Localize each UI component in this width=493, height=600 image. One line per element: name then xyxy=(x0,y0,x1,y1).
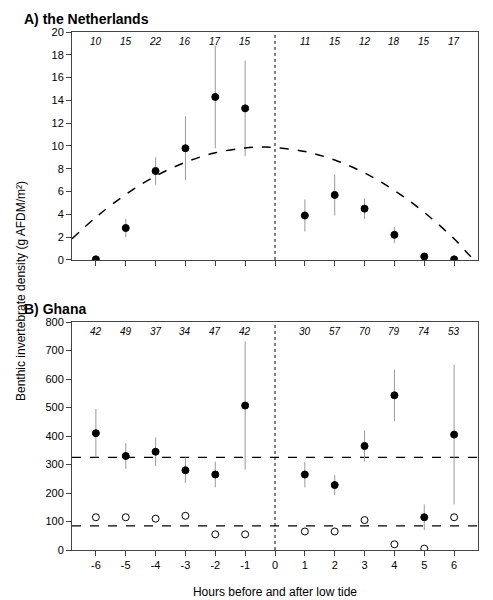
svg-text:22: 22 xyxy=(149,36,162,47)
svg-text:15: 15 xyxy=(418,36,430,47)
svg-text:42: 42 xyxy=(239,326,251,337)
svg-text:37: 37 xyxy=(150,326,162,337)
svg-text:20: 20 xyxy=(52,26,64,38)
svg-text:10: 10 xyxy=(90,36,102,47)
svg-text:11: 11 xyxy=(300,36,310,47)
svg-text:10: 10 xyxy=(52,140,64,152)
svg-text:A) the Netherlands: A) the Netherlands xyxy=(24,11,149,27)
svg-text:-5: -5 xyxy=(121,559,131,571)
svg-text:3: 3 xyxy=(361,559,367,571)
svg-text:8: 8 xyxy=(58,163,64,175)
svg-text:30: 30 xyxy=(299,326,311,337)
svg-text:74: 74 xyxy=(418,326,430,337)
svg-text:400: 400 xyxy=(45,430,63,442)
svg-text:42: 42 xyxy=(90,326,102,337)
svg-text:0: 0 xyxy=(272,559,278,571)
svg-text:1: 1 xyxy=(302,559,308,571)
svg-text:53: 53 xyxy=(448,326,460,337)
svg-text:70: 70 xyxy=(359,326,371,337)
svg-text:18: 18 xyxy=(52,49,64,61)
svg-text:6: 6 xyxy=(58,185,64,197)
svg-text:800: 800 xyxy=(45,316,63,328)
svg-text:15: 15 xyxy=(239,36,251,47)
svg-text:12: 12 xyxy=(359,36,371,47)
svg-text:-6: -6 xyxy=(91,559,101,571)
svg-text:0: 0 xyxy=(58,544,64,556)
svg-text:57: 57 xyxy=(329,326,341,337)
svg-text:6: 6 xyxy=(451,559,457,571)
svg-text:79: 79 xyxy=(388,326,400,337)
svg-text:15: 15 xyxy=(120,36,132,47)
svg-text:34: 34 xyxy=(179,326,191,337)
svg-text:15: 15 xyxy=(329,36,341,47)
svg-text:5: 5 xyxy=(421,559,427,571)
svg-text:18: 18 xyxy=(388,36,400,47)
svg-text:2: 2 xyxy=(332,559,338,571)
svg-text:17: 17 xyxy=(209,36,221,47)
svg-text:2: 2 xyxy=(58,231,64,243)
svg-text:4: 4 xyxy=(58,208,64,220)
svg-text:49: 49 xyxy=(120,326,132,337)
svg-text:-3: -3 xyxy=(181,559,191,571)
svg-text:-1: -1 xyxy=(240,559,250,571)
svg-text:B) Ghana: B) Ghana xyxy=(24,301,86,317)
svg-text:300: 300 xyxy=(45,458,63,470)
svg-text:700: 700 xyxy=(45,344,63,356)
svg-text:100: 100 xyxy=(45,515,63,527)
svg-text:0: 0 xyxy=(58,254,64,266)
svg-text:Benthic invertebrate density (: Benthic invertebrate density (g AFDM/m²) xyxy=(14,181,28,401)
svg-text:600: 600 xyxy=(45,373,63,385)
svg-text:12: 12 xyxy=(52,117,64,129)
svg-text:200: 200 xyxy=(45,487,63,499)
svg-text:47: 47 xyxy=(209,326,221,337)
svg-text:-2: -2 xyxy=(210,559,220,571)
svg-text:17: 17 xyxy=(448,36,460,47)
svg-text:16: 16 xyxy=(52,71,64,83)
svg-text:14: 14 xyxy=(52,94,64,106)
svg-text:16: 16 xyxy=(179,36,191,47)
svg-text:4: 4 xyxy=(391,559,397,571)
svg-text:500: 500 xyxy=(45,401,63,413)
svg-text:Hours before and after low tid: Hours before and after low tide xyxy=(193,585,357,599)
svg-text:-4: -4 xyxy=(151,559,161,571)
